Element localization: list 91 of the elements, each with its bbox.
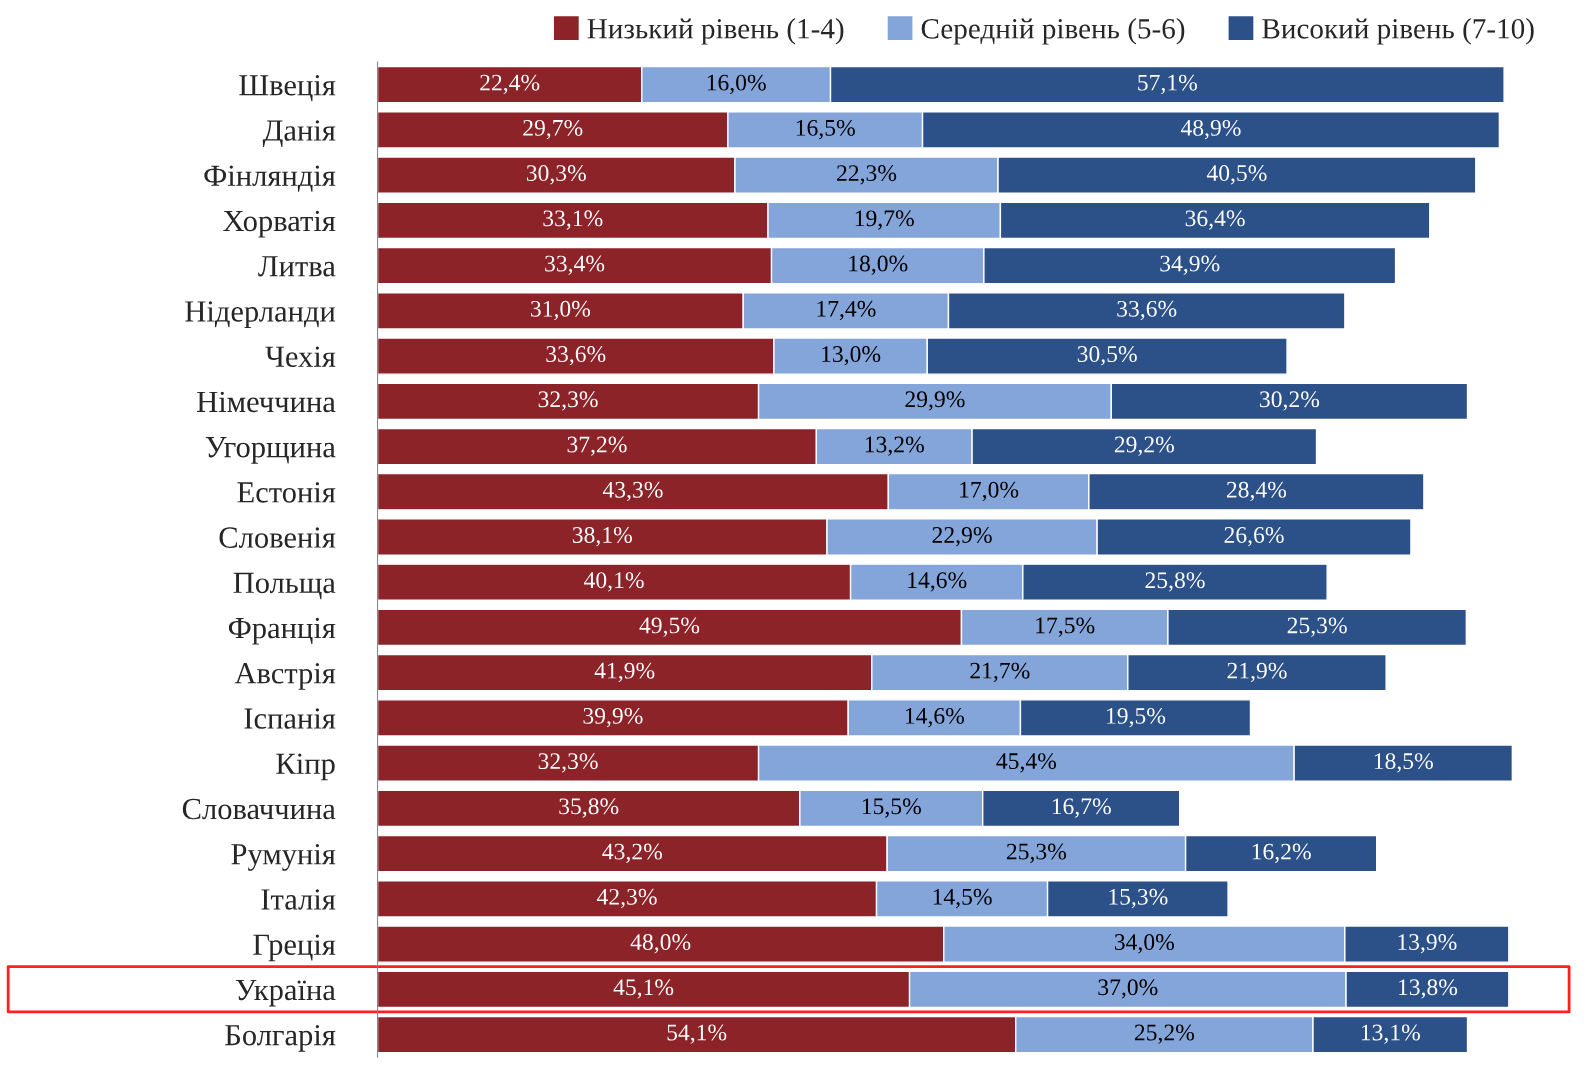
y-tick-label: Німеччина (197, 391, 336, 413)
data-label: 25,8% (1145, 572, 1205, 592)
data-label: 32,3% (538, 391, 598, 411)
data-label: 25,3% (1287, 617, 1347, 637)
data-label: 25,3% (1006, 843, 1067, 863)
data-label: 48,0% (630, 934, 691, 954)
data-label: 13,2% (865, 436, 924, 456)
data-label: 45,1% (613, 979, 674, 999)
data-label: 19,7% (855, 210, 914, 230)
data-label: 22,9% (932, 526, 992, 547)
data-label: 37,0% (1098, 979, 1158, 999)
y-tick-label: Угорщина (205, 437, 336, 464)
data-label: 13,8% (1399, 979, 1458, 999)
data-label: 40,1% (584, 572, 644, 592)
y-tick-label: Естонія (237, 482, 336, 503)
data-label: 29,9% (905, 391, 965, 411)
data-label: 14,6% (905, 707, 965, 728)
data-label: 22,4% (480, 74, 540, 94)
data-label: 29,2% (1114, 436, 1174, 456)
data-label: 17,0% (960, 481, 1019, 502)
y-tick-label: Іспанія (244, 708, 336, 729)
data-label: 13,1% (1361, 1024, 1420, 1044)
data-label: 30,2% (1260, 391, 1320, 411)
data-label: 22,3% (837, 165, 897, 185)
y-tick-label: Україна (235, 979, 336, 1007)
data-label: 17,5% (1036, 617, 1095, 637)
y-tick-label: Хорватія (223, 210, 336, 238)
data-label: 14,6% (908, 572, 967, 592)
y-tick-label: Франція (228, 617, 336, 645)
y-tick-label: Італія (261, 889, 336, 910)
data-label: 14,5% (933, 888, 992, 909)
data-label: 43,2% (602, 843, 663, 863)
data-label: 30,3% (526, 165, 586, 185)
data-label: 54,1% (667, 1024, 727, 1044)
data-label: 45,4% (996, 753, 1057, 773)
data-label: 33,4% (545, 255, 605, 275)
data-label: 49,5% (639, 617, 700, 637)
data-label: 57,1% (1138, 74, 1198, 94)
data-label: 31,0% (531, 300, 591, 321)
data-label: 34,9% (1160, 255, 1220, 275)
data-label: 48,9% (1180, 119, 1241, 140)
y-tick-label: Греція (253, 934, 336, 962)
y-tick-label: Польща (233, 572, 336, 600)
data-label: 16,5% (796, 119, 855, 140)
legend-label: Низький рівень (1-4) (587, 18, 844, 45)
data-label: 16,2% (1252, 843, 1311, 863)
data-label: 33,1% (543, 210, 603, 230)
data-label: 36,4% (1185, 210, 1245, 230)
data-label: 33,6% (1117, 300, 1177, 321)
y-tick-label: Чехія (265, 346, 336, 367)
y-tick-label: Литва (258, 256, 336, 277)
data-label: 43,3% (602, 481, 663, 502)
data-label: 15,5% (862, 798, 921, 818)
data-label: 18,0% (849, 255, 908, 275)
legend-label: Високий рівень (7-10) (1262, 18, 1534, 45)
y-tick-label: Швеція (239, 75, 336, 102)
data-label: 39,9% (583, 707, 643, 728)
data-label: 15,3% (1109, 888, 1168, 909)
data-label: 29,7% (523, 119, 583, 140)
data-label: 41,9% (594, 662, 655, 682)
legend-label: Середній рівень (5-6) (921, 18, 1185, 45)
data-label: 40,5% (1206, 165, 1267, 185)
data-label: 25,2% (1134, 1024, 1195, 1044)
data-label: 38,1% (572, 526, 632, 547)
data-label: 28,4% (1226, 481, 1287, 502)
y-tick-label: Фінляндія (204, 165, 336, 192)
data-label: 26,6% (1224, 526, 1284, 547)
y-tick-label: Словенія (219, 527, 336, 548)
data-label: 42,3% (597, 888, 657, 909)
y-tick-label: Кіпр (276, 753, 335, 781)
y-tick-label: Румунія (231, 843, 336, 871)
data-label: 13,0% (822, 346, 881, 366)
data-label: 16,7% (1052, 798, 1111, 818)
y-tick-label: Данія (262, 120, 336, 148)
data-label: 21,7% (970, 662, 1030, 682)
data-label: 32,3% (538, 753, 598, 773)
y-tick-label: Болгарія (225, 1024, 336, 1052)
data-label: 30,5% (1077, 346, 1137, 366)
data-label: 34,0% (1114, 934, 1174, 954)
y-tick-label: Нідерланди (185, 301, 336, 328)
data-label: 35,8% (559, 798, 619, 818)
data-label: 21,9% (1227, 662, 1287, 682)
data-label: 33,6% (546, 346, 606, 366)
data-label: 17,4% (817, 300, 876, 321)
data-label: 18,5% (1374, 753, 1433, 773)
y-tick-label: Словаччина (182, 798, 336, 820)
data-label: 19,5% (1107, 707, 1166, 728)
data-label: 16,0% (707, 74, 766, 94)
data-label: 13,9% (1398, 934, 1457, 954)
y-tick-label: Австрія (234, 663, 336, 690)
data-label: 37,2% (567, 436, 627, 456)
